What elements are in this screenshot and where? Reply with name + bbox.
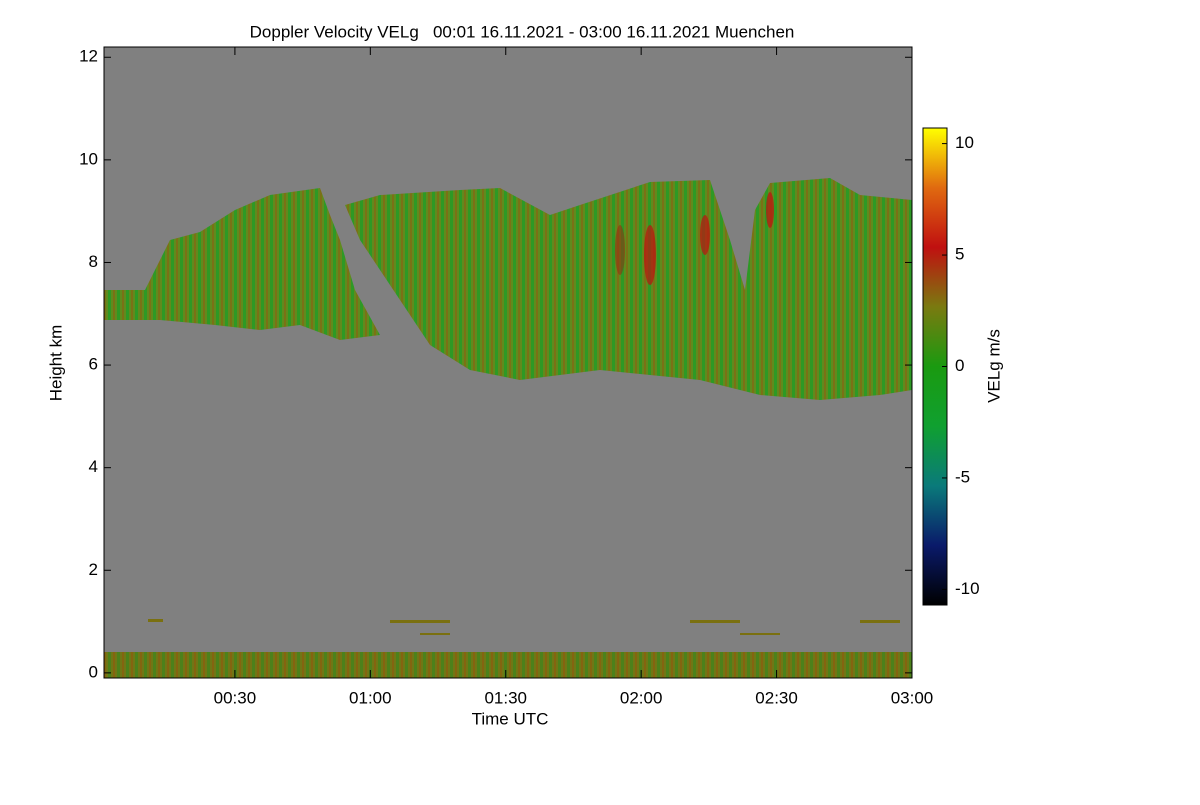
x-axis-label: Time UTC (472, 709, 549, 728)
x-tick-label: 02:30 (755, 688, 798, 707)
chart-title: Doppler Velocity VELg 00:01 16.11.2021 -… (250, 22, 795, 41)
colorbar-tick-label: 5 (955, 245, 964, 264)
y-tick-label: 10 (79, 149, 98, 168)
x-tick-label: 01:30 (484, 688, 527, 707)
y-tick-label: 12 (79, 47, 98, 66)
y-tick-label: 6 (89, 355, 98, 374)
x-tick-label: 00:30 (214, 688, 257, 707)
colorbar-tick-label: -10 (955, 579, 980, 598)
y-axis-label: Height km (46, 325, 65, 402)
y-tick-label: 4 (89, 457, 98, 476)
x-tick-label: 03:00 (891, 688, 934, 707)
colorbar-tick-label: 0 (955, 356, 964, 375)
colorbar-tick-label: -5 (955, 467, 970, 486)
y-tick-label: 0 (89, 662, 98, 681)
cloud-echoes (104, 178, 912, 678)
colorbar-tick-label: 10 (955, 133, 974, 152)
colorbar-label: VELg m/s (984, 329, 1003, 403)
x-tick-label: 02:00 (620, 688, 663, 707)
y-tick-label: 2 (89, 560, 98, 579)
y-tick-label: 8 (89, 252, 98, 271)
plot-frame (103, 46, 913, 679)
x-tick-label: 01:00 (349, 688, 392, 707)
